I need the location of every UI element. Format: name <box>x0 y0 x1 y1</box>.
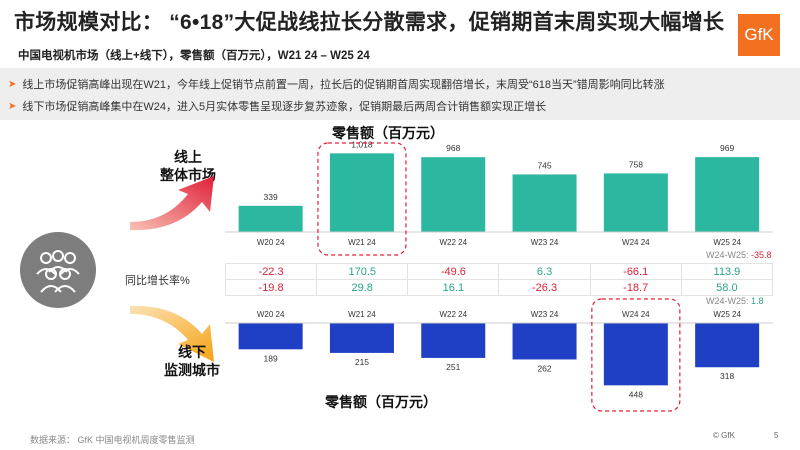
note-value: -35.8 <box>751 250 772 260</box>
online-bar <box>238 205 303 232</box>
online-category-label: W23 24 <box>531 238 559 247</box>
offline-chart-title: 零售额（百万元） <box>325 394 437 410</box>
summary-band <box>0 68 800 120</box>
offline-bar-chart: 189 W20 24 215 W21 24 251 W22 24 262 W23 24 448 W… <box>225 298 773 412</box>
offline-yoy-cell: 58.0 <box>680 279 774 296</box>
offline-category-label: W20 24 <box>257 310 285 319</box>
offline-yoy-cell: -18.7 <box>589 279 682 296</box>
online-value-label: 745 <box>537 160 551 170</box>
offline-yoy-cell: -19.8 <box>224 279 318 296</box>
offline-bar <box>512 323 577 360</box>
page-number: 5 <box>774 431 779 440</box>
offline-category-label: W25 24 <box>713 310 741 319</box>
offline-bar <box>603 323 668 386</box>
online-value-label: 1,018 <box>351 139 373 149</box>
offline-value-label: 189 <box>264 353 278 363</box>
source-note: 数据来源： GfK 中国电视机周度零售监测 <box>30 435 195 445</box>
online-category-label: W20 24 <box>257 238 285 247</box>
online-bar <box>329 153 394 232</box>
label-line: 线上 <box>174 149 202 165</box>
online-value-label: 758 <box>629 159 643 169</box>
online-bar <box>603 173 668 232</box>
online-bar <box>512 174 577 232</box>
note-label: W24-W25: <box>706 296 752 306</box>
note-label: W24-W25: <box>706 250 752 260</box>
online-yoy-cell: -66.1 <box>589 263 682 280</box>
online-market-label: 线上 整体市场 <box>150 148 226 184</box>
downward-arrow-icon <box>130 306 214 362</box>
offline-category-label: W23 24 <box>531 310 559 319</box>
online-category-label: W24 24 <box>622 238 650 247</box>
offline-value-label: 215 <box>355 357 369 367</box>
online-w24-w25-note: W24-W25: -35.8 <box>706 250 772 260</box>
arrow-right-icon: ➤ <box>8 100 17 112</box>
offline-bar <box>695 323 760 368</box>
offline-w24-w25-note: W24-W25: 1.8 <box>706 296 764 306</box>
bullet-item: ➤ 线下市场促销高峰集中在W24，进入5月实体零售呈现逐步复苏迹象，促销期最后两… <box>8 98 546 114</box>
online-bar-chart: 339 W20 24 1,018 W21 24 968 W22 24 745 W23 24 75… <box>225 139 773 256</box>
label-line: 线下 <box>178 344 206 360</box>
page-subtitle: 中国电视机市场（线上+线下），零售额（百万元），W21 24 – W25 24 <box>18 50 370 62</box>
online-category-label: W21 24 <box>348 238 376 247</box>
offline-yoy-cell: -26.3 <box>498 279 591 296</box>
online-yoy-cell: -22.3 <box>224 263 318 280</box>
offline-bar <box>329 323 394 353</box>
offline-value-label: 448 <box>629 389 643 399</box>
online-value-label: 339 <box>264 192 278 202</box>
yoy-label: 同比增长率% <box>125 275 190 287</box>
online-category-label: W22 24 <box>439 238 467 247</box>
offline-highlight-box <box>591 298 681 412</box>
arrow-right-icon: ➤ <box>8 78 17 90</box>
copyright: © GfK <box>713 431 735 440</box>
online-highlight-box <box>317 142 407 256</box>
yoy-table: -22.3 170.5 -49.6 6.3 -66.1 113.9 -19.8 29.8 16… <box>224 263 774 296</box>
offline-value-label: 318 <box>720 371 734 381</box>
online-bar <box>421 157 486 232</box>
offline-market-label: 线下 监测城市 <box>154 343 230 379</box>
offline-category-label: W24 24 <box>622 310 650 319</box>
bullet-text: 线上市场促销高峰出现在W21，今年线上促销节点前置一周，拉长后的促销期首周实现翻… <box>22 79 665 91</box>
gfk-logo: GfK <box>738 14 780 56</box>
yoy-row-offline: -19.8 29.8 16.1 -26.3 -18.7 58.0 <box>224 279 774 296</box>
bullet-item: ➤ 线上市场促销高峰出现在W21，今年线上促销节点前置一周，拉长后的促销期首周实… <box>8 76 665 92</box>
online-value-label: 968 <box>446 143 460 153</box>
page-title: 市场规模对比： “6•18”大促战线拉长分散需求，促销期首末周实现大幅增长 <box>14 11 725 34</box>
online-yoy-cell: 6.3 <box>498 263 591 280</box>
online-yoy-cell: 170.5 <box>316 263 409 280</box>
offline-category-label: W21 24 <box>348 310 376 319</box>
offline-bar <box>421 323 486 358</box>
upward-arrow-icon <box>130 176 214 231</box>
note-value: 1.8 <box>751 296 764 306</box>
online-chart-title: 零售额（百万元） <box>332 125 444 141</box>
people-group-icon <box>20 232 96 308</box>
offline-yoy-cell: 16.1 <box>407 279 500 296</box>
online-bar <box>695 157 760 232</box>
online-yoy-cell: 113.9 <box>680 263 774 280</box>
bullet-text: 线下市场促销高峰集中在W24，进入5月实体零售呈现逐步复苏迹象，促销期最后两周合… <box>22 101 547 113</box>
label-line: 监测城市 <box>164 362 220 378</box>
offline-bar <box>238 323 303 350</box>
online-category-label: W25 24 <box>713 238 741 247</box>
offline-value-label: 251 <box>446 362 460 372</box>
online-yoy-cell: -49.6 <box>407 263 500 280</box>
offline-yoy-cell: 29.8 <box>316 279 409 296</box>
online-value-label: 969 <box>720 143 734 153</box>
label-line: 整体市场 <box>160 167 216 183</box>
offline-value-label: 262 <box>537 363 551 373</box>
offline-category-label: W22 24 <box>439 310 467 319</box>
yoy-row-online: -22.3 170.5 -49.6 6.3 -66.1 113.9 <box>224 263 774 280</box>
